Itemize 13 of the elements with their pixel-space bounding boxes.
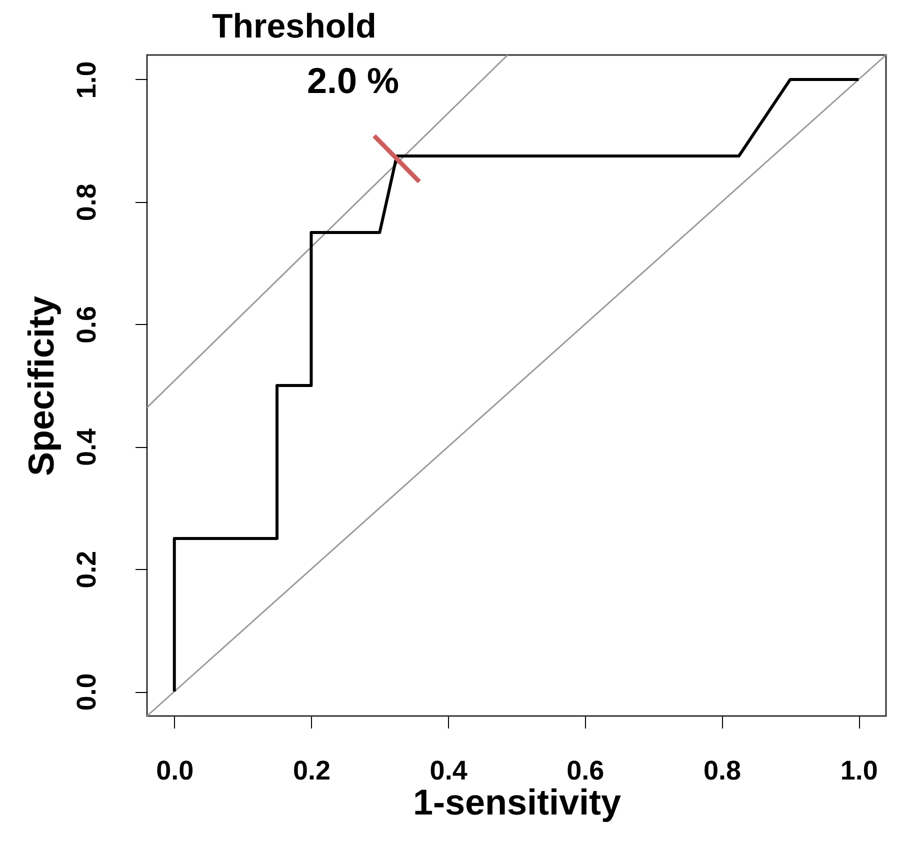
y-tick-label: 0.8 — [72, 184, 102, 222]
x-tick-label: 0.2 — [292, 756, 330, 786]
chart-title: Threshold — [212, 7, 376, 46]
annotation: 2.0 % — [306, 60, 400, 101]
x-tick-label: 0.8 — [704, 756, 742, 786]
x-tick-label: 1.0 — [840, 756, 878, 786]
y-tick-label: 0.0 — [72, 673, 102, 711]
y-axis-title: Specificity — [20, 296, 62, 476]
y-tick-label: 0.6 — [72, 306, 102, 344]
y-tick-label: 0.2 — [72, 550, 102, 588]
y-tick-label: 0.4 — [72, 428, 102, 466]
y-tick-label: 1.0 — [72, 61, 102, 99]
x-tick-label: 0.0 — [156, 756, 194, 786]
